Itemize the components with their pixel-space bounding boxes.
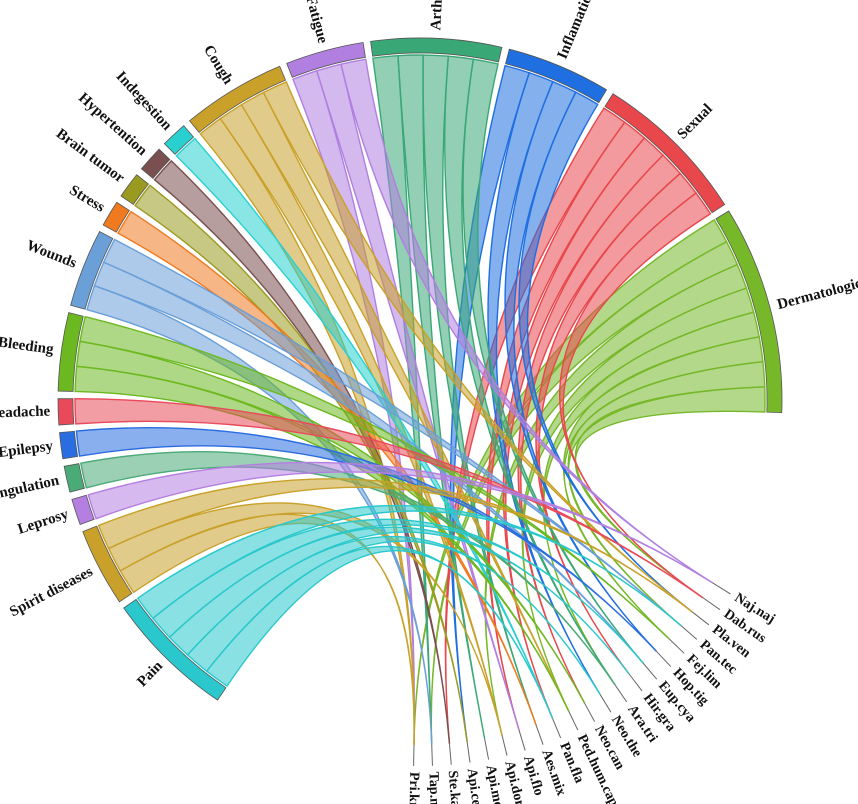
label-headache: Headache — [0, 404, 51, 422]
ribbon-bleeding-fej-lim — [79, 315, 670, 640]
label-wounds: Wounds — [24, 238, 79, 272]
arc-neo-can — [584, 702, 596, 722]
label-dermatological: Dermatological — [776, 273, 858, 313]
arc-api-flo — [518, 730, 526, 751]
ribbon-cough-ped-hum-cap — [240, 91, 570, 712]
arc-api-cer — [466, 741, 471, 763]
arc-pain — [123, 598, 227, 701]
label-cough: Cough — [200, 43, 236, 88]
arc-pla-ven — [691, 611, 710, 626]
label-leprosy: Leprosy — [16, 506, 71, 538]
arc-spirit-diseases — [82, 525, 133, 603]
arc-eup-cya — [642, 662, 658, 680]
arc-hypertention — [140, 148, 171, 179]
ribbon-cough-pla-ven — [262, 81, 693, 613]
label-pain: Pain — [134, 658, 166, 690]
arcs-layer — [57, 37, 783, 766]
arc-ara-tri — [614, 684, 628, 703]
arc-ste-kas — [448, 743, 452, 765]
arc-dermatological — [715, 210, 783, 414]
label-pri-kra: Pri.kra — [406, 772, 422, 804]
ribbon-fatigue-naj-naj — [340, 58, 713, 584]
arc-neo-the — [599, 694, 612, 713]
arc-stress — [102, 201, 130, 233]
arc-cough — [188, 65, 287, 133]
label-api-mel: Api.mel — [483, 764, 507, 804]
arc-fej-lim — [668, 638, 685, 654]
ribbon-inflamation-pla-ven — [518, 91, 693, 613]
arc-pan-fla — [552, 718, 562, 739]
arc-inflamation — [505, 48, 608, 104]
ribbon-pain-pan-tec — [136, 504, 682, 627]
arc-fatigue — [286, 42, 366, 78]
arc-leprosy — [71, 494, 95, 526]
ribbons-layer — [74, 54, 766, 745]
label-stress: Stress — [66, 182, 107, 215]
ribbon-spirit-diseases-api-dor — [107, 502, 503, 736]
arc-bleeding — [57, 312, 84, 392]
arc-hir-gra — [628, 673, 643, 692]
arc-api-dor — [501, 734, 508, 756]
label-api-cer: Api.cer — [464, 767, 485, 804]
label-inflamation: Inflamation — [555, 0, 599, 61]
arc-hop-tig — [656, 650, 672, 667]
ribbon-spirit-diseases-pla-ven — [97, 478, 693, 613]
ribbon-fatigue-api-flo — [315, 63, 520, 731]
arc-headache — [57, 398, 75, 426]
ribbon-arthritis-api-mel — [397, 54, 486, 740]
label-strangulation: Strangulation — [0, 473, 61, 508]
label-ste-kas: Ste.kas — [445, 770, 464, 804]
ribbon-leprosy-naj-naj — [87, 461, 713, 584]
label-fatigue: Fatigue — [302, 0, 330, 45]
arc-tap-mel — [431, 744, 433, 766]
arc-aes-mix — [535, 724, 544, 745]
arc-ped-hum-cap — [568, 711, 579, 731]
arc-strangulation — [63, 463, 85, 493]
label-bleeding: Bleeding — [0, 335, 55, 358]
ribbon-arthritis-eup-cya — [462, 58, 644, 664]
arc-indegestion — [163, 125, 195, 155]
arc-sexual — [604, 93, 726, 214]
ribbon-epilepsy-hop-tig — [75, 426, 657, 652]
arc-epilepsy — [59, 430, 79, 460]
label-sexual: Sexual — [674, 101, 715, 142]
label-epilepsy: Epilepsy — [0, 438, 54, 461]
arc-naj-naj — [712, 582, 731, 595]
ribbon-headache-dab-rus — [74, 398, 704, 599]
label-arthritis: Arthritis — [428, 0, 447, 31]
arc-api-mel — [484, 738, 490, 760]
arc-brain-tumor — [120, 174, 149, 205]
ribbon-sexual-dab-rus — [559, 192, 712, 599]
ribbon-cough-api-dor — [219, 103, 503, 736]
arc-pan-tec — [680, 625, 698, 640]
arc-wounds — [70, 231, 114, 310]
ribbon-wounds-eup-cya — [93, 261, 644, 664]
ribbon-wounds-pan-tec — [102, 238, 682, 627]
label-tap-mel: Tap.mel — [425, 772, 442, 804]
arc-dab-rus — [702, 597, 721, 611]
label-spirit-diseases: Spirit diseases — [7, 564, 95, 621]
arc-arthritis — [370, 37, 503, 63]
ribbon-indegestion-pan-fla — [175, 137, 554, 719]
